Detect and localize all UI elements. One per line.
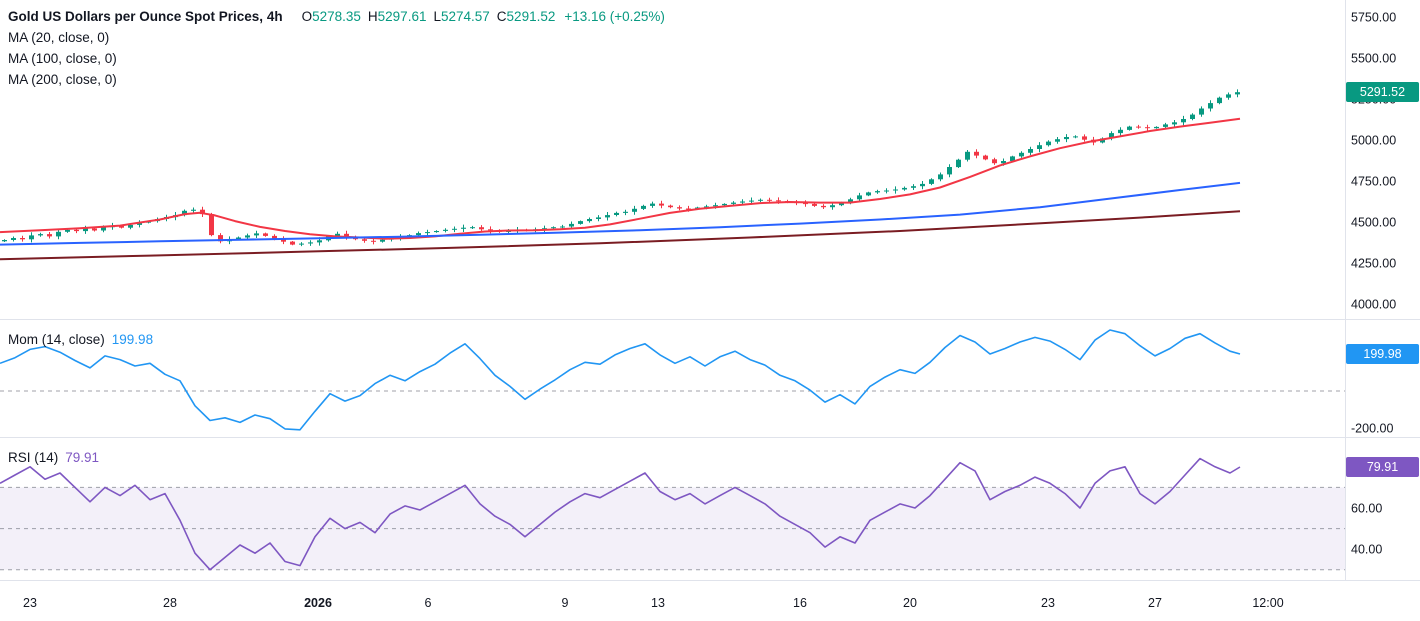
- ma200-legend-row[interactable]: MA (200, close, 0): [8, 72, 117, 87]
- rsi-value-badge: 79.91: [1346, 457, 1419, 477]
- ma200-line: [0, 210, 1241, 261]
- rsi-price-axis[interactable]: 60.00 40.00: [1351, 502, 1382, 557]
- price-change: +13.16 (+0.25%): [564, 9, 665, 24]
- time-label: 16: [793, 596, 807, 610]
- price-axis-label: 4500.00: [1351, 216, 1396, 230]
- price-axis-label: 5500.00: [1351, 52, 1396, 66]
- rsi-legend-value: 79.91: [65, 450, 100, 465]
- ma100-legend-row[interactable]: MA (100, close, 0): [8, 51, 117, 66]
- rsi-panel: 60.00 40.00: [0, 457, 1382, 571]
- time-label: 23: [23, 596, 37, 610]
- price-axis-label: 4750.00: [1351, 175, 1396, 189]
- time-label: 12:00: [1252, 596, 1283, 610]
- ohlc-low: L5274.57: [433, 9, 490, 24]
- price-axis-label: 5000.00: [1351, 134, 1396, 148]
- price-axis-label: 4250.00: [1351, 256, 1396, 270]
- time-axis[interactable]: 23 28 2026 6 9 13 16 20 23 27 12:00: [23, 596, 1284, 610]
- price-axis-label: 4000.00: [1351, 297, 1396, 311]
- rsi-line: [0, 457, 1241, 571]
- time-label: 27: [1148, 596, 1162, 610]
- ohlc-open: O5278.35: [301, 9, 361, 24]
- time-label: 20: [903, 596, 917, 610]
- price-axis-label: 5750.00: [1351, 11, 1396, 25]
- mom-legend-label: Mom (14, close): [8, 332, 105, 347]
- mom-axis-label: -200.00: [1351, 421, 1393, 435]
- ohlc-high: H5297.61: [367, 9, 427, 24]
- ma20-line: [0, 117, 1241, 240]
- mom-price-axis[interactable]: -200.00: [1351, 421, 1393, 435]
- rsi-legend-label: RSI (14): [8, 450, 59, 465]
- mom-panel: -200.00: [0, 329, 1393, 435]
- mom-legend[interactable]: Mom (14, close) 199.98: [8, 332, 153, 347]
- last-price-badge: 5291.52: [1346, 82, 1419, 102]
- rsi-axis-label: 60.00: [1351, 502, 1382, 516]
- rsi-legend[interactable]: RSI (14) 79.91: [8, 450, 99, 465]
- time-label: 2026: [304, 596, 332, 610]
- ma20-legend-row[interactable]: MA (20, close, 0): [8, 30, 110, 45]
- time-label: 13: [651, 596, 665, 610]
- ohlc-close: C5291.52: [496, 9, 556, 24]
- ma100-line: [0, 181, 1241, 246]
- mom-value-badge: 199.98: [1346, 344, 1419, 364]
- chart-title[interactable]: Gold US Dollars per Ounce Spot Prices, 4…: [8, 9, 283, 24]
- time-label: 6: [425, 596, 432, 610]
- chart-frame: [0, 0, 1420, 581]
- rsi-axis-label: 40.00: [1351, 543, 1382, 557]
- time-label: 23: [1041, 596, 1055, 610]
- symbol-row: Gold US Dollars per Ounce Spot Prices, 4…: [8, 6, 665, 27]
- time-label: 9: [562, 596, 569, 610]
- price-price-axis[interactable]: 5750.005500.005250.005000.004750.004500.…: [1351, 11, 1396, 312]
- price-legend: Gold US Dollars per Ounce Spot Prices, 4…: [8, 6, 665, 90]
- mom-line: [0, 329, 1241, 431]
- time-label: 28: [163, 596, 177, 610]
- price-panel: 5750.005500.005250.005000.004750.004500.…: [0, 11, 1396, 312]
- mom-legend-value: 199.98: [111, 332, 154, 347]
